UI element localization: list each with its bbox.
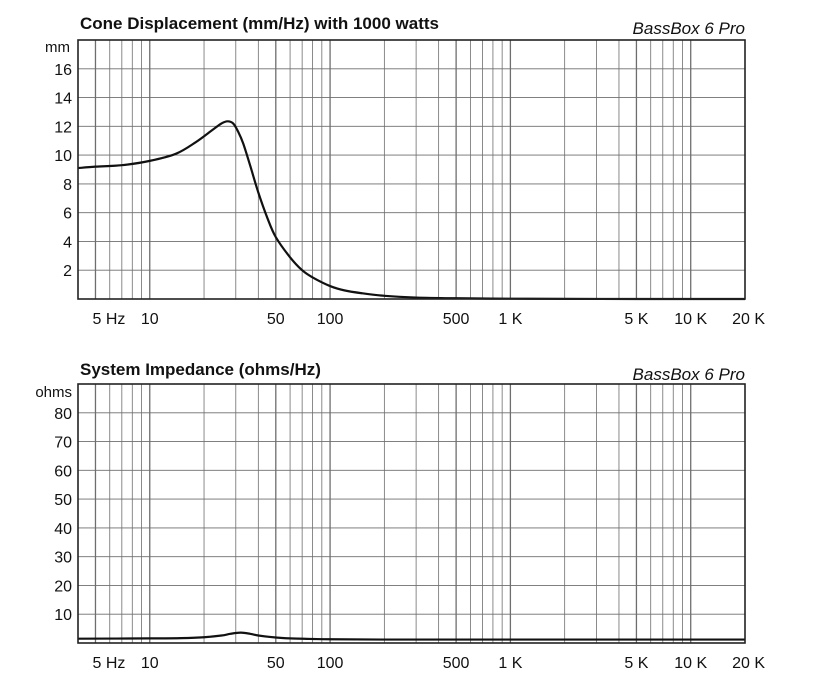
x-tick-label: 5 Hz	[92, 655, 125, 672]
x-tick-label: 10	[141, 311, 159, 328]
x-tick-label: 1 K	[498, 655, 522, 672]
x-tick-label: 10	[141, 655, 159, 672]
x-tick-labels: 5 Hz 10 50 100 500 1 K 5 K 10 K 20 K	[92, 655, 765, 672]
grid	[78, 383, 745, 643]
x-tick-label: 1 K	[498, 311, 522, 328]
brand-label: BassBox 6 Pro	[633, 19, 745, 38]
y-tick-label: 8	[63, 177, 72, 194]
y-tick-label: 10	[54, 607, 72, 624]
y-tick-label: 20	[54, 578, 72, 595]
series	[77, 120, 745, 301]
plot-frame	[77, 39, 746, 300]
x-tick-label: 5 K	[624, 311, 648, 328]
y-axis-unit: mm	[45, 39, 70, 56]
y-tick-label: 70	[54, 435, 72, 452]
x-tick-label: 20 K	[732, 311, 765, 328]
y-tick-label: 50	[54, 492, 72, 509]
x-tick-label: 5 K	[624, 655, 648, 672]
y-tick-labels: 2 4 6 8 10 12 14 16	[54, 62, 72, 280]
y-axis-unit: ohms	[35, 384, 72, 401]
x-tick-label: 50	[267, 655, 285, 672]
x-tick-label: 100	[317, 311, 344, 328]
y-tick-label: 80	[54, 406, 72, 423]
series-line	[77, 631, 745, 641]
brand-label: BassBox 6 Pro	[633, 365, 745, 384]
x-tick-label: 500	[443, 311, 470, 328]
y-tick-labels: 10 20 30 40 50 60 70 80	[54, 406, 72, 624]
grid	[78, 39, 745, 299]
chart-title: System Impedance (ohms/Hz)	[80, 360, 321, 379]
y-tick-label: 40	[54, 521, 72, 538]
x-tick-label: 500	[443, 655, 470, 672]
y-tick-label: 10	[54, 148, 72, 165]
cone-displacement-chart: Cone Displacement (mm/Hz) with 1000 watt…	[45, 14, 765, 328]
y-tick-label: 30	[54, 550, 72, 567]
chart-title: Cone Displacement (mm/Hz) with 1000 watt…	[80, 14, 439, 33]
x-tick-label: 10 K	[674, 311, 707, 328]
system-impedance-chart: System Impedance (ohms/Hz) BassBox 6 Pro…	[35, 360, 765, 672]
x-tick-labels: 5 Hz 10 50 100 500 1 K 5 K 10 K 20 K	[92, 311, 765, 328]
series	[77, 631, 745, 641]
y-tick-label: 16	[54, 62, 72, 79]
y-tick-label: 4	[63, 234, 72, 251]
y-tick-label: 14	[54, 91, 72, 108]
y-tick-label: 2	[63, 263, 72, 280]
x-tick-label: 5 Hz	[92, 311, 125, 328]
y-tick-label: 60	[54, 463, 72, 480]
plot-frame	[77, 383, 746, 644]
x-tick-label: 50	[267, 311, 285, 328]
y-tick-label: 6	[63, 206, 72, 223]
x-tick-label: 100	[317, 655, 344, 672]
x-tick-label: 20 K	[732, 655, 765, 672]
series-line	[77, 120, 745, 301]
x-tick-label: 10 K	[674, 655, 707, 672]
y-tick-label: 12	[54, 119, 72, 136]
